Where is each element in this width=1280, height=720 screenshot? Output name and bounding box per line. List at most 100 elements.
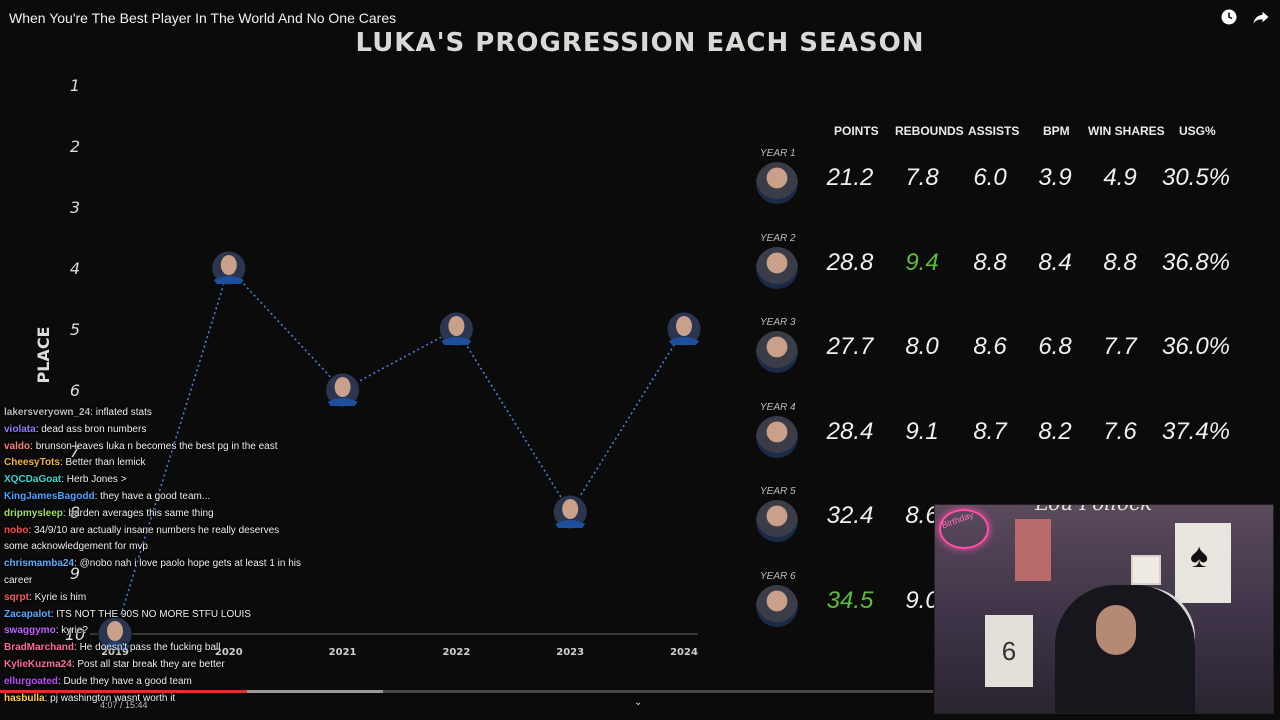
stat-value: 27.7	[826, 333, 874, 360]
y-axis-ticks: 1 2 3 4 5 6 7 8 9 10	[65, 76, 85, 644]
stat-value: 7.6	[1103, 417, 1137, 445]
chat-separator: :	[90, 407, 96, 418]
chat-text: kyrie?	[61, 625, 88, 637]
stat-value: 9.0	[905, 586, 939, 614]
chat-separator: :	[30, 440, 36, 452]
chat-username[interactable]: BradMarchand	[4, 642, 75, 654]
x-tick-label: 2020	[215, 647, 243, 658]
y-tick-label: 1	[70, 76, 80, 95]
slide-title: LUKA'S PROGRESSION EACH SEASON	[355, 28, 925, 58]
chat-username[interactable]: valdo	[4, 440, 31, 452]
stat-value: 4.9	[1103, 164, 1137, 191]
chat-separator: :	[57, 675, 64, 687]
stat-value: 34.5	[826, 586, 874, 614]
chat-separator: :	[62, 507, 69, 519]
live-chat: lakersveryown_24: inflated stats violata:…	[4, 405, 304, 707]
chat-message: KylieKuzma24: Post all star break they a…	[4, 657, 304, 674]
stat-value: 6.0	[973, 164, 1007, 191]
chat-message: dripmysleep: harden averages this same t…	[4, 506, 304, 523]
clock-icon[interactable]	[1220, 8, 1238, 26]
x-tick-label: 2019	[101, 647, 129, 658]
stat-value: 8.6	[973, 333, 1007, 360]
chat-separator: :	[74, 642, 80, 654]
stat-value: 28.8	[826, 248, 874, 276]
chat-separator: :	[29, 591, 35, 603]
chat-separator: :	[44, 692, 51, 704]
wall-frame	[1131, 555, 1161, 585]
data-point-headshot	[552, 494, 588, 530]
x-tick-label: 2023	[556, 647, 584, 658]
stat-row: YEAR 6 34.5 9.0	[740, 571, 1280, 655]
y-tick-label: 8	[70, 503, 80, 522]
header-points: POINTS	[834, 124, 879, 138]
chat-message: BradMarchand: He doesn't pass the fuckin…	[4, 640, 304, 657]
header-win-shares: WIN SHARES	[1088, 124, 1165, 138]
chat-username[interactable]: nobo	[4, 524, 29, 536]
stat-value: 21.2	[826, 164, 874, 191]
wall-card	[1175, 523, 1231, 603]
y-tick-label: 2	[70, 137, 80, 156]
chat-text: inflated stats	[95, 407, 152, 418]
player-headshot	[756, 584, 798, 627]
chat-username[interactable]: dripmysleep	[4, 507, 63, 519]
stat-value: 8.6	[905, 502, 939, 529]
chat-text: 34/9/10 are actually insane numbers he r…	[4, 524, 280, 553]
progress-bar[interactable]	[0, 690, 933, 693]
chat-message: Zacapalot: ITS NOT THE 90S NO MORE STFU …	[4, 607, 304, 624]
chat-username[interactable]: lakersveryown_24	[4, 407, 91, 418]
chat-text: they have a good team...	[100, 490, 211, 502]
stat-value: 6.8	[1038, 333, 1072, 360]
video-title[interactable]: When You're The Best Player In The World…	[9, 10, 397, 26]
chat-text: brunson leaves luka n becomes the best p…	[35, 440, 278, 452]
top-controls	[1220, 8, 1270, 26]
stat-row: YEAR 2 28.8 9.4 8.8 8.4 8.8 36.8%	[740, 233, 1280, 317]
year-label: YEAR 4	[760, 401, 796, 413]
chat-message: sqrpt: Kyrie is him	[4, 590, 304, 607]
chat-separator: :	[28, 524, 34, 536]
chat-username[interactable]: sqrpt	[4, 591, 29, 603]
chat-username[interactable]: XQCDaGoat	[4, 474, 62, 486]
player-headshot	[756, 246, 798, 289]
player-headshot	[756, 331, 798, 373]
stat-value: 30.5%	[1161, 164, 1231, 191]
series-line	[114, 266, 685, 635]
y-tick-label: 6	[70, 381, 80, 400]
y-tick-label: 4	[70, 259, 80, 278]
chat-message: KingJamesBagodd: they have a good team..…	[4, 489, 304, 506]
y-tick-label: 5	[70, 320, 80, 339]
progress-played	[0, 690, 248, 693]
stat-value: 8.7	[973, 417, 1007, 445]
chat-message: nobo: 34/9/10 are actually insane number…	[4, 523, 304, 557]
share-icon[interactable]	[1252, 8, 1270, 26]
chat-message: XQCDaGoat: Herb Jones >	[4, 472, 304, 489]
chat-separator: :	[94, 490, 101, 502]
x-tick-label: 2022	[442, 647, 470, 658]
chat-message: CheesyTots: Better than lemick	[4, 455, 304, 472]
chat-username[interactable]: KylieKuzma24	[4, 658, 72, 670]
chat-username[interactable]: Zacapalot	[4, 608, 51, 620]
header-assists: ASSISTS	[968, 124, 1020, 138]
chat-username[interactable]: hasbulla	[4, 692, 45, 704]
chat-username[interactable]: KingJamesBagodd	[4, 490, 95, 502]
y-tick-label: 9	[70, 564, 80, 583]
time-display: 4:07 / 15:44	[100, 700, 148, 710]
chat-username[interactable]: chrismamba24	[4, 558, 75, 570]
chat-separator: :	[71, 658, 78, 670]
stat-value: 37.4%	[1161, 417, 1231, 445]
chevron-down-icon[interactable]: ⌄	[634, 697, 643, 708]
chat-username[interactable]: ellurgoated	[4, 675, 58, 687]
chat-text: pj washington wasnt worth it	[50, 692, 176, 704]
stat-row: YEAR 3 27.7 8.0 8.6 6.8 7.7 36.0%	[740, 317, 1280, 401]
chat-username[interactable]: swaggymo	[4, 625, 56, 637]
chat-username[interactable]: CheesyTots	[4, 457, 60, 469]
data-point-headshot	[438, 311, 474, 347]
chat-text: harden averages this same thing	[68, 507, 214, 519]
x-tick-label: 2021	[329, 647, 357, 658]
stat-value: 8.0	[905, 333, 939, 360]
chat-username[interactable]: violata	[4, 423, 36, 435]
data-point-headshot	[325, 372, 361, 408]
chat-text: Dude they have a good team	[63, 675, 192, 687]
chat-text: Better than lemick	[65, 457, 146, 469]
chat-separator: :	[74, 558, 80, 570]
